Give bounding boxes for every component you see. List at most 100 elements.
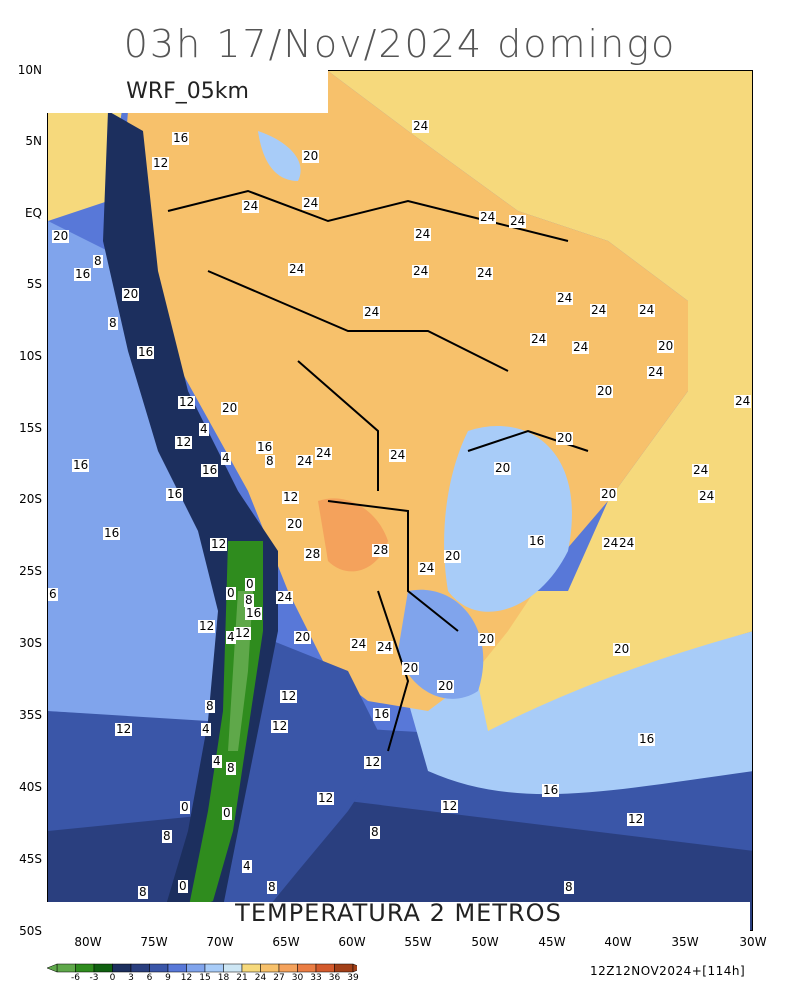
isotherm-label: 4	[221, 451, 231, 465]
south-brazil-cool	[398, 589, 484, 699]
isotherm-label: 24	[412, 119, 430, 133]
isotherm-label: 8	[162, 829, 172, 843]
variable-label: TEMPERATURA 2 METROS	[47, 901, 750, 931]
isotherm-label: 12	[282, 490, 300, 504]
isotherm-label: 28	[304, 547, 322, 561]
lat-tick-label: 10N	[17, 63, 42, 77]
isotherm-label: 24	[288, 262, 306, 276]
isotherm-label: 16	[172, 131, 190, 145]
isotherm-label: 24	[376, 640, 394, 654]
colorbar-label: 9	[165, 973, 171, 983]
isotherm-label: 24	[350, 637, 368, 651]
colorbar-label: 6	[146, 973, 153, 983]
isotherm-label: 24	[302, 196, 320, 210]
colorbar-right-arrow	[352, 963, 357, 973]
isotherm-label: 20	[286, 517, 304, 531]
model-label: WRF_05km	[47, 70, 328, 113]
lon-tick-label: 60W	[338, 935, 366, 949]
isotherm-label: 16	[103, 526, 121, 540]
isotherm-label: 24	[479, 210, 497, 224]
isotherm-label: 20	[122, 287, 140, 301]
isotherm-label: 20	[444, 549, 462, 563]
isotherm-label: 20	[221, 401, 239, 415]
isotherm-label: 12	[234, 626, 252, 640]
isotherm-label: 4	[199, 422, 209, 436]
isotherm-label: 12	[175, 435, 193, 449]
isotherm-label: 0	[178, 879, 188, 893]
colorbar-label: 24	[254, 973, 267, 983]
colorbar-cell	[223, 963, 243, 973]
isotherm-label: 24	[414, 227, 432, 241]
isotherm-label: 24	[530, 332, 548, 346]
isotherm-label: 12	[198, 619, 216, 633]
colorbar-cell	[149, 963, 169, 973]
lat-tick-label: EQ	[24, 206, 42, 220]
isotherm-label: 12	[178, 395, 196, 409]
map-title: 03h 17/Nov/2024 domingo	[123, 22, 677, 66]
lat-tick-label: 20S	[19, 492, 42, 506]
colorbar-label: -6	[71, 973, 80, 983]
isotherm-label: 8	[564, 880, 574, 894]
isotherm-label: 16	[245, 606, 263, 620]
isotherm-label: 20	[613, 642, 631, 656]
isotherm-label: 20	[556, 431, 574, 445]
isotherm-label: 20	[52, 229, 70, 243]
isotherm-label: 16	[256, 440, 274, 454]
isotherm-label: 12	[364, 755, 382, 769]
isotherm-label: 0	[180, 800, 190, 814]
isotherm-label: 20	[494, 461, 512, 475]
isotherm-label: 24	[276, 590, 294, 604]
colorbar-label: 36	[328, 973, 341, 983]
isotherm-label: 24	[418, 561, 436, 575]
lat-tick-label: 35S	[19, 708, 42, 722]
lon-tick-label: 55W	[404, 935, 432, 949]
isotherm-label: 16	[373, 707, 391, 721]
isotherm-label: 4	[242, 859, 252, 873]
lon-tick-label: 40W	[604, 935, 632, 949]
isotherm-label: 20	[600, 487, 618, 501]
isotherm-label: 0	[245, 577, 255, 591]
temperature-colorbar	[47, 963, 357, 973]
isotherm-label: 8	[226, 761, 236, 775]
isotherm-label: 24	[296, 454, 314, 468]
lon-tick-label: 75W	[140, 935, 168, 949]
lon-tick-label: 35W	[671, 935, 699, 949]
isotherm-label: 24	[647, 365, 665, 379]
isotherm-label: 8	[108, 316, 118, 330]
colorbar-cell	[297, 963, 317, 973]
lat-tick-label: 5S	[26, 277, 42, 291]
lat-tick-label: 25S	[19, 564, 42, 578]
colorbar-label: 12	[180, 973, 193, 983]
isotherm-label: 24	[242, 199, 260, 213]
isotherm-label: 16	[528, 534, 546, 548]
colorbar-cell	[315, 963, 335, 973]
isotherm-label: 24	[618, 536, 636, 550]
colorbar-cell	[130, 963, 150, 973]
isotherm-label: 24	[556, 291, 574, 305]
colorbar-cell	[278, 963, 298, 973]
temperature-map	[47, 70, 753, 931]
isotherm-label: 8	[265, 454, 275, 468]
isotherm-label: 12	[317, 791, 335, 805]
north-atlantic-warm	[328, 71, 752, 591]
isotherm-label: 8	[370, 825, 380, 839]
isotherm-label: 8	[244, 593, 254, 607]
isotherm-label: 12	[271, 719, 289, 733]
colorbar-cell	[75, 963, 95, 973]
isotherm-label: 20	[294, 630, 312, 644]
lat-tick-label: 30S	[19, 636, 42, 650]
isotherm-label: 8	[267, 880, 277, 894]
lat-tick-label: 15S	[19, 421, 42, 435]
isotherm-label: 20	[437, 679, 455, 693]
isotherm-label: 16	[542, 783, 560, 797]
isotherm-label: 6	[48, 587, 58, 601]
isotherm-label: 12	[210, 537, 228, 551]
colorbar-label: 0	[109, 973, 116, 983]
isotherm-label: 12	[627, 812, 645, 826]
isotherm-label: 20	[657, 339, 675, 353]
isotherm-label: 24	[602, 536, 620, 550]
isotherm-label: 24	[698, 489, 716, 503]
isotherm-label: 0	[226, 586, 236, 600]
isotherm-label: 24	[734, 394, 752, 408]
isotherm-label: 8	[93, 254, 103, 268]
